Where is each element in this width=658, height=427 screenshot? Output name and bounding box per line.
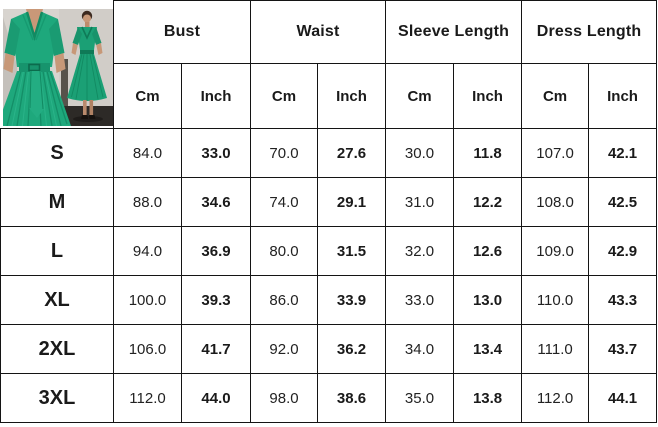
size-label: 3XL: [0, 373, 114, 423]
product-photo: [2, 8, 113, 126]
cm-value: 110.0: [521, 275, 590, 325]
cm-value: 30.0: [385, 128, 455, 178]
size-label: XL: [0, 275, 114, 325]
column-header-sleeve-length: Sleeve Length: [385, 0, 523, 64]
product-photo-cell: [0, 0, 114, 129]
inch-value: 38.6: [317, 373, 387, 423]
table-row: L 94.0 36.9 80.0 31.5 32.0 12.6 109.0 42.9: [0, 226, 658, 276]
inch-value: 12.6: [453, 226, 523, 276]
cm-value: 33.0: [385, 275, 455, 325]
dress-closeup-view: [2, 8, 71, 126]
cm-value: 84.0: [113, 128, 182, 178]
cm-value: 80.0: [250, 226, 319, 276]
size-label: 2XL: [0, 324, 114, 374]
table-row: M 88.0 34.6 74.0 29.1 31.0 12.2 108.0 42.5: [0, 177, 658, 227]
cm-value: 92.0: [250, 324, 319, 374]
inch-value: 43.7: [588, 324, 658, 374]
inch-value: 11.8: [453, 128, 523, 178]
size-label: S: [0, 128, 114, 178]
inch-value: 27.6: [317, 128, 387, 178]
inch-value: 13.8: [453, 373, 523, 423]
size-label: L: [0, 226, 114, 276]
size-table-body: S 84.0 33.0 70.0 27.6 30.0 11.8 107.0 42.1 M 88.0 3…: [0, 128, 658, 423]
unit-header-cm: Cm: [250, 63, 319, 129]
column-header-waist: Waist: [250, 0, 387, 64]
cm-value: 94.0: [113, 226, 182, 276]
inch-value: 39.3: [180, 275, 252, 325]
inch-value: 13.4: [453, 324, 523, 374]
inch-value: 41.7: [180, 324, 252, 374]
inch-value: 43.3: [588, 275, 658, 325]
dress-full-view: [66, 10, 107, 122]
inch-value: 29.1: [317, 177, 387, 227]
inch-value: 12.2: [453, 177, 523, 227]
cm-value: 109.0: [521, 226, 590, 276]
cm-value: 70.0: [250, 128, 319, 178]
unit-header-inch: Inch: [588, 63, 658, 129]
unit-header-cm: Cm: [113, 63, 182, 129]
column-header-bust: Bust: [112, 0, 252, 64]
inch-value: 33.0: [180, 128, 252, 178]
cm-value: 31.0: [385, 177, 455, 227]
cm-value: 112.0: [113, 373, 182, 423]
cm-value: 74.0: [250, 177, 319, 227]
cm-value: 107.0: [521, 128, 590, 178]
table-row: XL 100.0 39.3 86.0 33.9 33.0 13.0 110.0 43.3: [0, 275, 658, 325]
cm-value: 112.0: [521, 373, 590, 423]
cm-value: 86.0: [250, 275, 319, 325]
cm-value: 34.0: [385, 324, 455, 374]
unit-header-cm: Cm: [521, 63, 590, 129]
column-group-row: Bust Waist Sleeve Length Dress Length: [0, 0, 658, 129]
unit-header-inch: Inch: [453, 63, 523, 129]
inch-value: 36.9: [180, 226, 252, 276]
cm-value: 88.0: [113, 177, 182, 227]
cm-value: 111.0: [521, 324, 590, 374]
unit-header-cm: Cm: [385, 63, 455, 129]
table-row: 2XL 106.0 41.7 92.0 36.2 34.0 13.4 111.0 43.7: [0, 324, 658, 374]
inch-value: 13.0: [453, 275, 523, 325]
cm-value: 35.0: [385, 373, 455, 423]
inch-value: 34.6: [180, 177, 252, 227]
table-row: 3XL 112.0 44.0 98.0 38.6 35.0 13.8 112.0 44.1: [0, 373, 658, 423]
inch-value: 42.5: [588, 177, 658, 227]
inch-value: 36.2: [317, 324, 387, 374]
inch-value: 31.5: [317, 226, 387, 276]
cm-value: 106.0: [113, 324, 182, 374]
unit-header-inch: Inch: [180, 63, 252, 129]
cm-value: 108.0: [521, 177, 590, 227]
cm-value: 100.0: [113, 275, 182, 325]
inch-value: 44.0: [180, 373, 252, 423]
inch-value: 44.1: [588, 373, 658, 423]
cm-value: 98.0: [250, 373, 319, 423]
size-label: M: [0, 177, 114, 227]
table-row: S 84.0 33.0 70.0 27.6 30.0 11.8 107.0 42.1: [0, 128, 658, 178]
inch-value: 42.9: [588, 226, 658, 276]
inch-value: 33.9: [317, 275, 387, 325]
column-header-dress-length: Dress Length: [521, 0, 658, 64]
cm-value: 32.0: [385, 226, 455, 276]
unit-header-inch: Inch: [317, 63, 387, 129]
inch-value: 42.1: [588, 128, 658, 178]
